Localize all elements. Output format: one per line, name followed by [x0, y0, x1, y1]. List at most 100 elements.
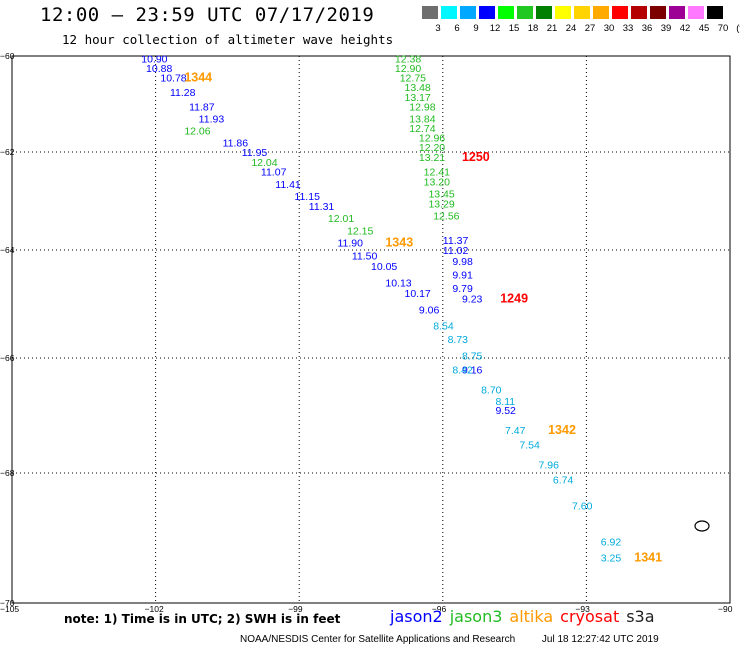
swh-value-jason2: 9.98	[452, 256, 473, 268]
swh-value-jason3: 12.98	[409, 101, 435, 113]
swh-value-jason3: 12.75	[400, 73, 426, 85]
swh-value-jason2: 11.50	[352, 250, 378, 262]
colorbar-label: 39	[660, 23, 672, 34]
swh-value-jason3: 12.04	[251, 157, 277, 169]
footer-source: NOAA/NESDIS Center for Satellite Applica…	[240, 634, 516, 645]
footer: NOAA/NESDIS Center for Satellite Applica…	[240, 634, 659, 645]
colorbar-label: 27	[584, 23, 596, 34]
swh-value-jason3: 12.01	[328, 213, 354, 225]
pass-number-label: 1343	[385, 236, 413, 250]
pass-number-label: 1250	[462, 150, 490, 164]
swh-value-jason2: 10.05	[371, 261, 397, 273]
swh-value-jason3: 12.06	[184, 125, 210, 137]
y-tick-label: −66	[0, 353, 15, 363]
colorbar-swatch	[536, 6, 552, 19]
swh-value-jason2: 9.23	[462, 294, 483, 306]
swh-value-jason2: 11.87	[189, 101, 215, 113]
y-tick-label: −62	[0, 147, 15, 157]
swh-value-s3a: 7.60	[572, 501, 593, 513]
swh-value-jason3: 12.90	[395, 63, 421, 75]
swh-value-jason2: 11.15	[294, 191, 320, 203]
colorbar-label: 9	[473, 23, 479, 34]
swh-value-jason2: 11.31	[309, 201, 335, 213]
pass-number-label: 1341	[634, 551, 662, 565]
swh-value-s3a: 7.54	[519, 439, 540, 451]
swh-value-jason2: 11.37	[443, 235, 469, 247]
footer-timestamp: Jul 18 12:27:42 UTC 2019	[541, 634, 659, 645]
swh-value-jason2: 11.07	[261, 167, 287, 179]
units-note: note: 1) Time is in UTC; 2) SWH is in fe…	[64, 612, 341, 626]
swh-value-jason3: 12.20	[419, 142, 445, 154]
y-tick-label: −64	[0, 245, 15, 255]
colorbar-label: 36	[641, 23, 653, 34]
swh-value-jason2: 11.95	[242, 147, 268, 159]
swh-value-s3a: 3.25	[601, 553, 622, 565]
legend-item-s3a: s3a	[626, 607, 655, 626]
x-tick-label: −90	[718, 604, 733, 614]
colorbar-label: 3	[435, 23, 441, 34]
satellite-legend: jason2 jason3 altika cryosat s3a	[390, 607, 662, 626]
x-tick-label: −99	[288, 604, 303, 614]
swh-value-jason2: 9.16	[462, 365, 483, 377]
colorbar-swatch	[688, 6, 704, 19]
island-outline	[694, 520, 710, 532]
pass-number-label: 1342	[548, 423, 576, 437]
swh-value-jason3: 13.48	[405, 82, 431, 94]
colorbar-label: 6	[454, 23, 460, 34]
swh-value-jason3: 13.17	[405, 92, 431, 104]
legend-item-cryosat: cryosat	[560, 607, 620, 626]
x-tick-label: −96	[432, 604, 447, 614]
swh-value-jason2: 11.90	[337, 238, 363, 250]
swh-value-s3a: 8.42	[452, 365, 473, 377]
colorbar-swatch	[479, 6, 495, 19]
legend-item-altika: altika	[509, 607, 554, 626]
colorbar-swatch	[707, 6, 723, 19]
swh-value-jason3: 13.84	[409, 113, 435, 125]
plot-grid	[12, 56, 730, 603]
swh-value-s3a: 8.11	[495, 396, 515, 408]
colorbar-label: 15	[508, 23, 520, 34]
axis-ticks: −70 −68 −66 −64 −62 −60 −105 −102 −99 −96 −93 −90	[0, 51, 733, 614]
swh-value-s3a: 8.70	[481, 385, 502, 397]
swh-value-jason3: 12.41	[424, 167, 450, 179]
plot-frame	[11, 55, 731, 604]
colorbar-swatch	[669, 6, 685, 19]
colorbar-swatch	[498, 6, 514, 19]
swh-value-jason2: 9.06	[419, 304, 440, 316]
swh-value-jason2: 11.28	[170, 87, 196, 99]
swh-value-jason3: 13.29	[428, 198, 454, 210]
swh-value-jason3: 13.45	[428, 189, 454, 201]
swh-value-jason2: 9.79	[452, 283, 473, 295]
pass-number-label: 1249	[500, 292, 528, 306]
colorbar-label: 42	[679, 23, 691, 34]
x-tick-label: −93	[575, 604, 590, 614]
colorbar-swatch	[422, 6, 438, 19]
x-tick-label: −105	[0, 604, 19, 614]
pass-labels: 1344 1250 1343 1249 1342 1341	[184, 71, 662, 565]
swh-value-jason2: 11.86	[223, 137, 249, 149]
swh-value-jason2: 10.17	[405, 288, 431, 300]
swh-value-s3a: 7.47	[505, 425, 526, 437]
swh-value-jason2: 9.91	[452, 269, 473, 281]
chart-title: 12:00 — 23:59 UTC 07/17/2019	[40, 4, 375, 26]
y-tick-label: −68	[0, 468, 15, 478]
colorbar-swatch	[517, 6, 533, 19]
colorbar-label: 12	[489, 23, 501, 34]
swh-value-s3a: 8.75	[462, 350, 483, 362]
swh-value-jason3: 12.56	[433, 211, 459, 223]
colorbar-label: 33	[622, 23, 634, 34]
colorbar-swatch	[555, 6, 571, 19]
colorbar-swatch	[612, 6, 628, 19]
colorbar-swatch	[460, 6, 476, 19]
swh-value-jason2: 11.93	[199, 113, 225, 125]
swh-value-jason2: 11.41	[275, 179, 301, 191]
colorbar-swatch	[441, 6, 457, 19]
colorbar-label: 24	[565, 23, 577, 34]
x-tick-label: −102	[145, 604, 164, 614]
swh-value-jason3: 13.20	[424, 176, 450, 188]
swh-value-jason2: 10.13	[385, 277, 411, 289]
colorbar-swatch	[593, 6, 609, 19]
